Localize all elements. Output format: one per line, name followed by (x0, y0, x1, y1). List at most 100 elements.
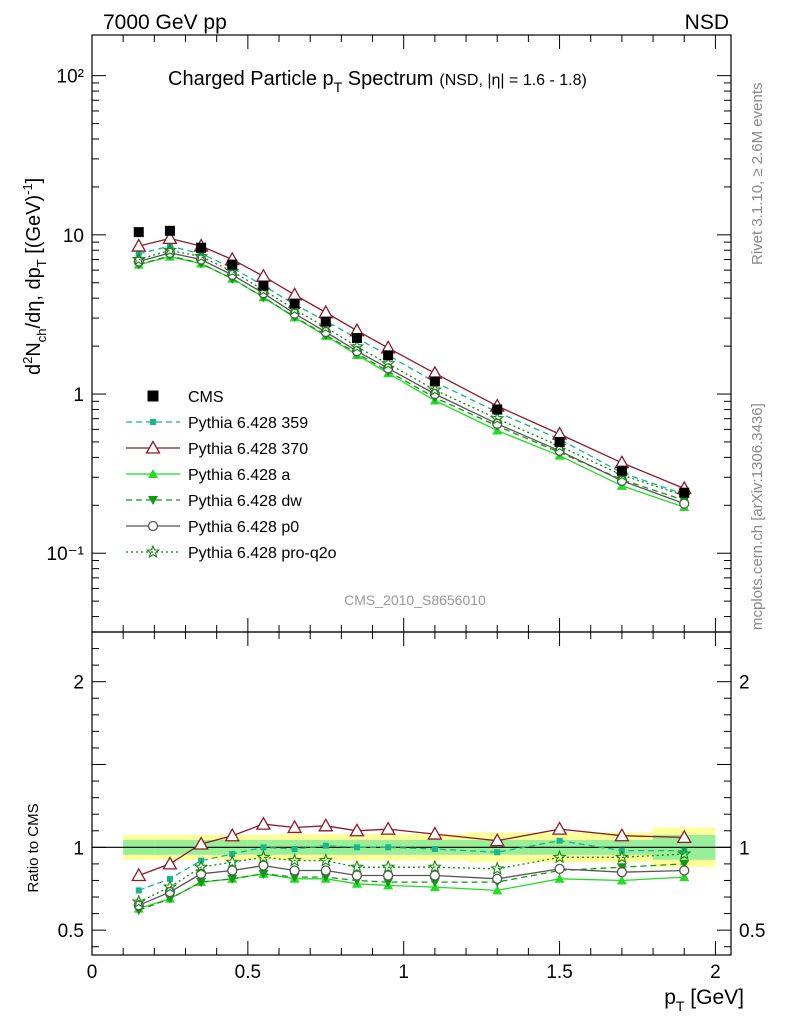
ratio-point-pythia-6-428-p0 (616, 867, 628, 878)
legend-marker-pythia-6-428-359 (150, 419, 156, 425)
main-point-pythia-6-428-370 (255, 268, 272, 282)
legend-marker-pythia-6-428-370 (145, 440, 161, 454)
ratio-point-pythia-6-428-p0 (258, 860, 269, 871)
ratio-point-pythia-6-428-370 (614, 827, 630, 842)
ratio-point-pythia-6-428-p0 (320, 865, 331, 876)
main-point-cms (351, 332, 362, 343)
main-point-pythia-6-428-pro-q2o (490, 411, 505, 425)
x-tick-label: 2 (710, 962, 721, 983)
ratio-point-pythia-6-428-370 (255, 816, 272, 830)
legend-label-pythia-6-428-370: Pythia 6.428 370 (188, 441, 308, 458)
ratio-point-pythia-6-428-pro-q2o (225, 854, 240, 869)
ratio-point-pythia-6-428-p0 (554, 863, 565, 875)
y-tick-label: 10⁻¹ (47, 544, 85, 565)
x-axis-title: pT [GeV] (664, 986, 744, 1014)
ratio-point-pythia-6-428-p0 (164, 886, 176, 898)
main-point-cms (492, 404, 503, 415)
main-point-cms (554, 436, 565, 447)
x-tick-label: 1 (398, 962, 409, 983)
main-point-cms (679, 487, 690, 498)
ratio-point-pythia-6-428-p0 (289, 865, 300, 876)
main-point-pythia-6-428-p0 (492, 418, 503, 429)
ratio-point-pythia-6-428-370 (224, 827, 240, 842)
process-label: NSD (685, 11, 729, 34)
legend-marker-pythia-6-428-dw (148, 496, 158, 505)
legend-label-pythia-6-428-p0: Pythia 6.428 p0 (188, 519, 299, 536)
ratio-point-pythia-6-428-pro-q2o (677, 846, 692, 861)
main-point-cms (196, 242, 207, 253)
main-point-pythia-6-428-359 (198, 250, 205, 257)
legend-label-pythia-6-428-pro-q2o: Pythia 6.428 pro-q2o (188, 545, 337, 562)
ratio-axis-title: Ratio to CMS (25, 803, 42, 892)
main-point-cms (164, 225, 175, 236)
ratio-point-pythia-6-428-359 (166, 875, 173, 882)
analysis-watermark: CMS_2010_S8656010 (344, 592, 486, 608)
ratio-point-pythia-6-428-dw (196, 878, 207, 888)
ratio-point-pythia-6-428-359 (556, 837, 563, 844)
main-point-pythia-6-428-pro-q2o (380, 356, 396, 370)
ratio-point-pythia-6-428-370 (676, 829, 692, 844)
legend-marker-cms (147, 390, 159, 402)
ratio-point-pythia-6-428-a (492, 885, 503, 895)
main-line-pythia-6-428-p0 (138, 252, 685, 505)
ratio-line-pythia-6-428-dw (138, 863, 685, 911)
main-point-pythia-6-428-p0 (320, 326, 331, 338)
ratio-point-pythia-6-428-370 (551, 821, 568, 835)
ratio-point-pythia-6-428-370 (380, 821, 396, 835)
ratio-line-pythia-6-428-p0 (138, 864, 685, 906)
ratio-frame (91, 631, 732, 956)
ratio-point-pythia-6-428-370 (131, 867, 147, 882)
rivet-label: Rivet 3.1.10, ≥ 2.6M events (749, 83, 766, 266)
ratio-point-pythia-6-428-dw (679, 859, 690, 869)
main-point-pythia-6-428-pro-q2o (131, 251, 146, 266)
ratio-y-tick-label-right: 0.5 (739, 921, 765, 942)
ratio-y-tick-label-right: 2 (739, 673, 750, 694)
main-point-cms (289, 298, 300, 309)
ratio-point-pythia-6-428-pro-q2o (552, 849, 567, 864)
ratio-y-tick-label: 0.5 (58, 921, 84, 942)
ratio-point-pythia-6-428-pro-q2o (256, 849, 271, 864)
ratio-point-pythia-6-428-370 (427, 826, 443, 840)
ratio-point-pythia-6-428-359 (681, 847, 688, 854)
ratio-plot-area: 0 0.5 1 1.5 20.5 0.51 12 2 (58, 35, 765, 983)
ratio-point-pythia-6-428-370 (349, 822, 365, 837)
ratio-point-pythia-6-428-dw (320, 873, 331, 883)
x-tick-label: 0 (87, 962, 98, 983)
main-point-pythia-6-428-370 (131, 238, 147, 252)
main-point-cms (429, 376, 440, 387)
ratio-point-pythia-6-428-pro-q2o (349, 859, 365, 874)
ratio-point-pythia-6-428-dw (383, 878, 394, 888)
mcplots-label: mcplots.cern.ch [arXiv:1306.3436] (749, 403, 766, 630)
main-point-pythia-6-428-pro-q2o (349, 339, 365, 353)
ratio-point-pythia-6-428-359 (431, 845, 438, 852)
ratio-point-pythia-6-428-dw (164, 894, 175, 904)
ratio-point-pythia-6-428-pro-q2o (131, 894, 146, 909)
ratio-point-pythia-6-428-p0 (382, 870, 394, 881)
ratio-point-pythia-6-428-p0 (429, 870, 441, 881)
ratio-point-pythia-6-428-p0 (492, 873, 503, 884)
main-point-pythia-6-428-pro-q2o (193, 249, 209, 263)
main-point-pythia-6-428-p0 (679, 498, 690, 509)
main-line-pythia-6-428-pro-q2o (138, 249, 685, 497)
y-tick-label: 10 (63, 226, 84, 247)
ratio-line-pythia-6-428-359 (138, 840, 685, 892)
legend: CMS Pythia 6.428 359 Pythia 6.428 370 Pythi… (126, 389, 337, 562)
main-point-cms (616, 465, 627, 476)
ratio-point-pythia-6-428-p0 (351, 870, 363, 881)
legend-label-pythia-6-428-a: Pythia 6.428 a (188, 467, 290, 484)
ratio-point-pythia-6-428-359 (494, 849, 501, 856)
ratio-point-pythia-6-428-dw (258, 869, 269, 879)
ratio-point-pythia-6-428-p0 (227, 865, 238, 876)
ratio-point-pythia-6-428-pro-q2o (318, 853, 333, 867)
main-line-pythia-6-428-359 (138, 245, 685, 495)
ratio-point-pythia-6-428-pro-q2o (193, 859, 209, 874)
legend-label-pythia-6-428-359: Pythia 6.428 359 (188, 415, 308, 432)
ratio-point-pythia-6-428-dw (289, 873, 300, 883)
legend-marker-pythia-6-428-p0 (147, 520, 159, 532)
main-point-pythia-6-428-370 (318, 304, 334, 319)
energy-label: 7000 GeV pp (103, 11, 227, 34)
ratio-point-pythia-6-428-359 (385, 844, 392, 851)
main-line-pythia-6-428-dw (138, 255, 685, 501)
ratio-line-pythia-6-428-370 (138, 823, 685, 877)
ratio-point-pythia-6-428-370 (286, 819, 303, 834)
